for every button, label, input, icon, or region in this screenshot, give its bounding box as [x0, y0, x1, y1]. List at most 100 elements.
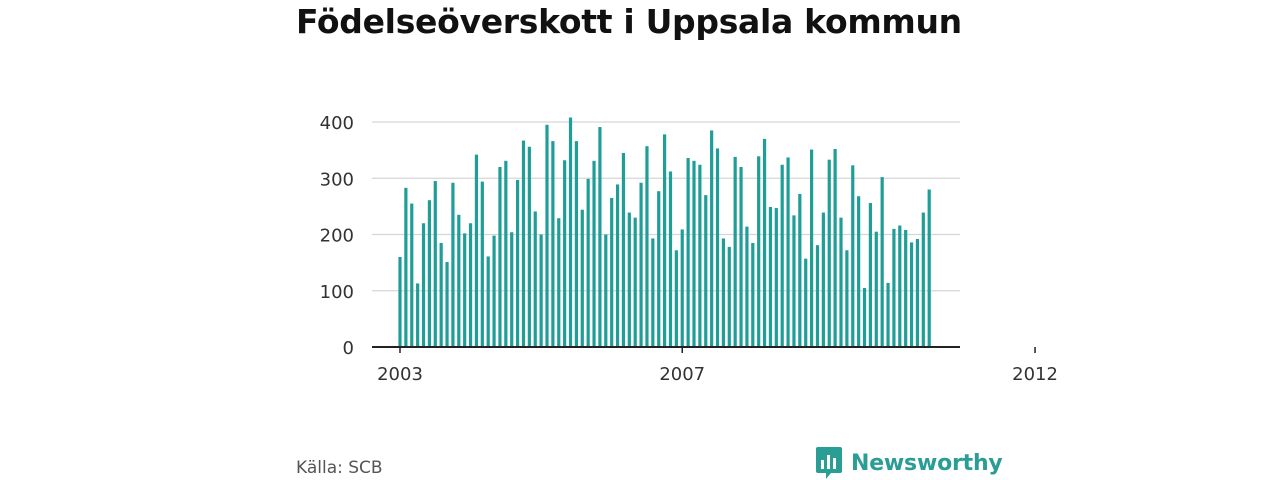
- bar: [921, 212, 925, 347]
- bar: [433, 181, 437, 347]
- bar: [710, 130, 714, 347]
- bar: [880, 177, 884, 348]
- bar: [733, 156, 737, 348]
- bar: [404, 187, 408, 347]
- chart-title: Födelseöverskott i Uppsala kommun: [296, 2, 962, 41]
- bar: [915, 239, 920, 347]
- bar: [516, 179, 520, 347]
- bar: [727, 246, 731, 348]
- brand-name: Newsworthy: [851, 450, 1003, 476]
- bar: [527, 146, 531, 347]
- y-tick-label: 300: [320, 169, 354, 190]
- bar: [715, 148, 720, 347]
- bar: [480, 181, 484, 348]
- bar: [721, 238, 725, 347]
- bar: [874, 231, 878, 347]
- bar: [568, 117, 573, 347]
- bar: [657, 191, 661, 347]
- bar: [610, 197, 614, 347]
- bar: [739, 167, 743, 347]
- bar: [815, 245, 820, 347]
- bar: [904, 230, 908, 347]
- x-tick-label: 2012: [1012, 364, 1058, 385]
- bar: [821, 212, 825, 347]
- bar: [745, 226, 749, 348]
- bar: [845, 250, 849, 347]
- bar: [504, 160, 508, 347]
- bar: [686, 158, 690, 347]
- bar: [510, 232, 514, 347]
- bar: [862, 287, 867, 347]
- bar: [927, 189, 931, 347]
- bar: [486, 256, 490, 347]
- bar: [886, 282, 890, 348]
- bar: [651, 238, 655, 347]
- bar: [498, 167, 502, 347]
- bar: [451, 182, 455, 347]
- bar: [780, 164, 784, 347]
- bar: [457, 214, 461, 347]
- bar: [463, 233, 467, 348]
- bar: [909, 242, 914, 348]
- bar: [427, 200, 431, 347]
- y-tick-label: 100: [320, 282, 354, 303]
- bar: [521, 140, 526, 347]
- x-tick-label: 2003: [377, 364, 423, 385]
- bar: [439, 242, 443, 347]
- bar: [762, 138, 767, 348]
- y-tick-label: 400: [320, 113, 354, 134]
- bar: [757, 156, 761, 347]
- bar: [580, 209, 584, 347]
- bar: [898, 225, 902, 347]
- bar: [539, 234, 543, 347]
- bar: [445, 262, 449, 347]
- bar: [551, 141, 555, 348]
- bar: [615, 184, 620, 347]
- bar: [474, 154, 479, 348]
- bar: [827, 159, 831, 347]
- axes: 0100200300400200320072012201620212025: [320, 113, 1058, 385]
- bar: [833, 149, 837, 347]
- bar: [398, 257, 402, 347]
- bar: [668, 171, 673, 347]
- bar: [798, 194, 802, 347]
- bar: [892, 228, 896, 348]
- bar: [704, 195, 708, 348]
- bar: [639, 182, 643, 347]
- bar: [545, 124, 549, 347]
- bar-chart-bubble-icon: [816, 447, 842, 479]
- bar: [751, 242, 755, 347]
- bar: [839, 217, 843, 348]
- bar: [680, 229, 684, 347]
- x-tick-label: 2007: [659, 364, 705, 385]
- bar: [857, 196, 861, 347]
- bar: [586, 178, 590, 347]
- bar: [868, 203, 872, 347]
- bar: [792, 215, 796, 348]
- source-note: Källa: SCB: [296, 458, 383, 478]
- brand-logo[interactable]: Newsworthy: [815, 446, 1003, 480]
- bar: [421, 223, 426, 347]
- bar: [598, 127, 602, 347]
- bar: [633, 217, 637, 348]
- bar: [416, 283, 420, 347]
- bar: [604, 234, 608, 347]
- bar: [698, 164, 702, 347]
- bar: [627, 212, 631, 347]
- bar: [533, 211, 537, 347]
- bar-chart: 0100200300400200320072012201620212025: [320, 113, 1058, 385]
- bar: [692, 160, 696, 347]
- bar: [810, 149, 814, 347]
- bar: [674, 250, 678, 347]
- bar: [592, 160, 596, 347]
- bar: [851, 165, 855, 347]
- bar: [621, 152, 626, 347]
- bar: [574, 141, 578, 348]
- y-tick-label: 200: [320, 226, 354, 247]
- bar: [774, 208, 778, 347]
- bar: [645, 146, 649, 347]
- bar: [563, 160, 567, 347]
- bars: [398, 117, 931, 348]
- y-tick-label: 0: [343, 338, 354, 359]
- bar: [410, 203, 414, 347]
